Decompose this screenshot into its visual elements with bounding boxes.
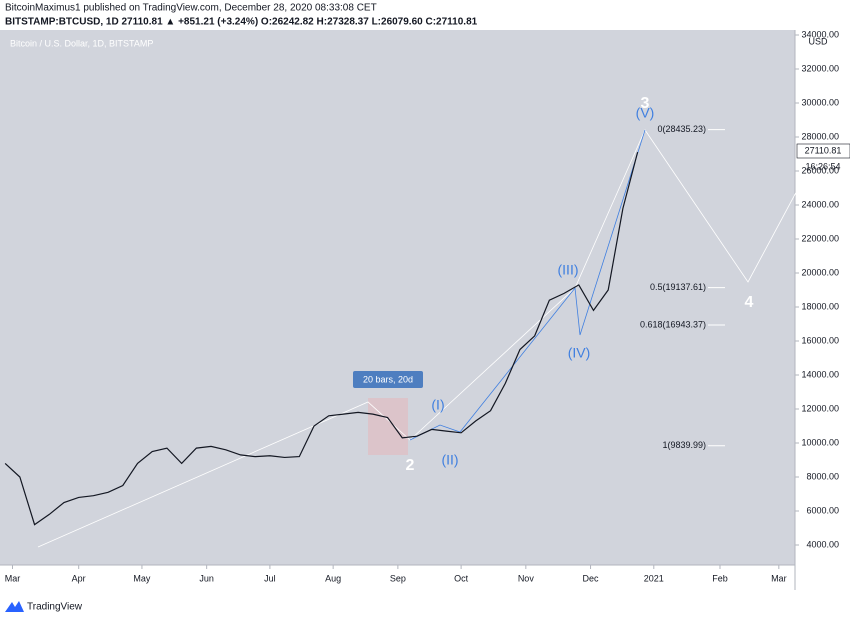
y-tick-label: 10000.00 [801, 437, 839, 447]
y-tick-label: 20000.00 [801, 267, 839, 277]
symbol-line: BITSTAMP:BTCUSD, 1D 27110.81 ▲ +851.21 (… [5, 17, 478, 28]
wave-label: 3 [641, 95, 650, 112]
x-tick-label: Dec [583, 573, 600, 583]
x-tick-label: 2021 [644, 573, 664, 583]
wave-label: (I) [431, 397, 444, 413]
logo-icon [5, 601, 24, 612]
y-tick-label: 32000.00 [801, 63, 839, 73]
x-tick-label: Sep [390, 573, 406, 583]
plot-area [0, 30, 795, 565]
y-tick-label: 24000.00 [801, 199, 839, 209]
x-tick-label: Nov [518, 573, 535, 583]
x-tick-label: Aug [325, 573, 341, 583]
wave-label: (II) [441, 452, 458, 468]
wave-label: (IV) [568, 345, 591, 361]
y-tick-label: 4000.00 [806, 539, 839, 549]
x-tick-label: May [133, 573, 151, 583]
x-tick-label: Mar [771, 573, 787, 583]
price-line [4, 151, 639, 526]
y-tick-label: 14000.00 [801, 369, 839, 379]
x-tick-label: Jul [264, 573, 276, 583]
footer: TradingView [27, 602, 83, 613]
wave-label: 4 [745, 294, 754, 311]
y-tick-label: 8000.00 [806, 471, 839, 481]
price-tag [796, 143, 850, 159]
y-tick-label: 6000.00 [806, 505, 839, 515]
x-tick-label: Apr [72, 573, 86, 583]
fib-label: 0(28435.23) [657, 124, 706, 134]
y-tick-label: 28000.00 [801, 131, 839, 141]
header: BitcoinMaximus1 published on TradingView… [5, 3, 377, 14]
y-tick-label: 26000.00 [801, 165, 839, 175]
countdown: 16:26:54 [805, 161, 840, 171]
axis-unit: USD [808, 36, 828, 46]
wave-label: 2 [406, 457, 415, 474]
fib-label: 0.618(16943.37) [640, 319, 706, 329]
wave-line-blue [409, 129, 646, 441]
wave-label: (III) [558, 262, 579, 278]
y-tick-label: 16000.00 [801, 335, 839, 345]
y-tick-label: 22000.00 [801, 233, 839, 243]
chart-title: Bitcoin / U.S. Dollar, 1D, BITSTAMP [10, 38, 153, 48]
x-tick-label: Jun [199, 573, 214, 583]
y-tick-label: 12000.00 [801, 403, 839, 413]
x-tick-label: Mar [5, 573, 21, 583]
range-label-box [353, 371, 423, 388]
y-tick-label: 18000.00 [801, 301, 839, 311]
wave-label: (V) [636, 105, 655, 121]
fib-label: 1(9839.99) [662, 440, 706, 450]
range-highlight [368, 398, 408, 455]
x-tick-label: Oct [454, 573, 469, 583]
fib-label: 0.5(19137.61) [650, 282, 706, 292]
y-tick-label: 30000.00 [801, 97, 839, 107]
x-tick-label: Feb [712, 573, 728, 583]
range-label: 20 bars, 20d [363, 374, 413, 384]
y-tick-label: 34000.00 [801, 29, 839, 39]
price-tag-label: 27110.81 [805, 145, 842, 155]
